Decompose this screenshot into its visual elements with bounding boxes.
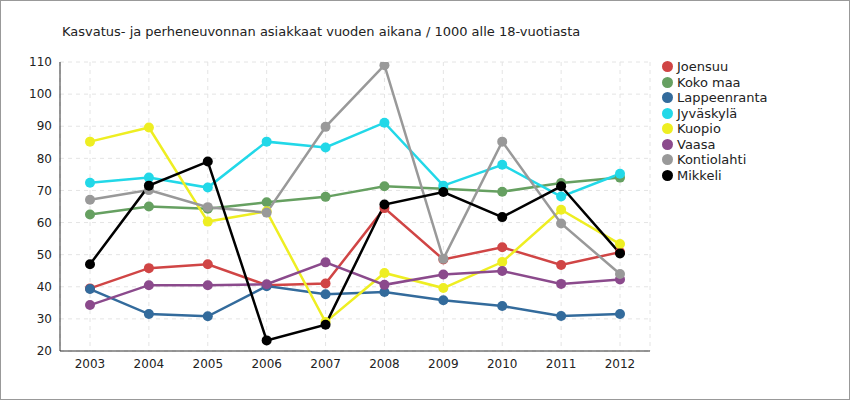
- svg-text:2006: 2006: [251, 357, 282, 371]
- html-text:Kasvatus- ja perheneuvonnan as: Kasvatus- ja perheneuvonnan asiakkaat vu…: [62, 24, 581, 39]
- html-text:Kontiolahti: Kontiolahti: [677, 152, 747, 168]
- svg-text:2011: 2011: [546, 357, 577, 371]
- html-text:Jyväskylä: Jyväskylä: [677, 105, 738, 121]
- html-text:Koko maa: Koko maa: [677, 74, 741, 90]
- svg-text:80: 80: [37, 152, 52, 166]
- html-text:Mikkeli: Mikkeli: [677, 167, 722, 183]
- svg-text:2007: 2007: [310, 357, 341, 371]
- svg-text:2003: 2003: [75, 357, 106, 371]
- svg-text:70: 70: [37, 184, 52, 198]
- svg-text:2012: 2012: [605, 357, 636, 371]
- html-text:Joensuu: Joensuu: [677, 59, 729, 75]
- svg-text:20: 20: [37, 344, 52, 358]
- svg-text:90: 90: [37, 119, 52, 133]
- svg-text:2009: 2009: [428, 357, 459, 371]
- svg-text:60: 60: [37, 216, 52, 230]
- svg-text:2005: 2005: [193, 357, 224, 371]
- svg-text:100: 100: [29, 87, 52, 101]
- html-text:Kuopio: Kuopio: [677, 121, 721, 137]
- svg-text:110: 110: [29, 55, 52, 69]
- html-text:Vaasa: Vaasa: [677, 136, 716, 152]
- svg-text:2004: 2004: [134, 357, 165, 371]
- svg-text:40: 40: [37, 280, 52, 294]
- html-text:Lappeenranta: Lappeenranta: [677, 90, 768, 106]
- svg-text:50: 50: [37, 248, 52, 262]
- svg-text:2010: 2010: [487, 357, 518, 371]
- svg-text:30: 30: [37, 312, 52, 326]
- svg-text:2008: 2008: [369, 357, 400, 371]
